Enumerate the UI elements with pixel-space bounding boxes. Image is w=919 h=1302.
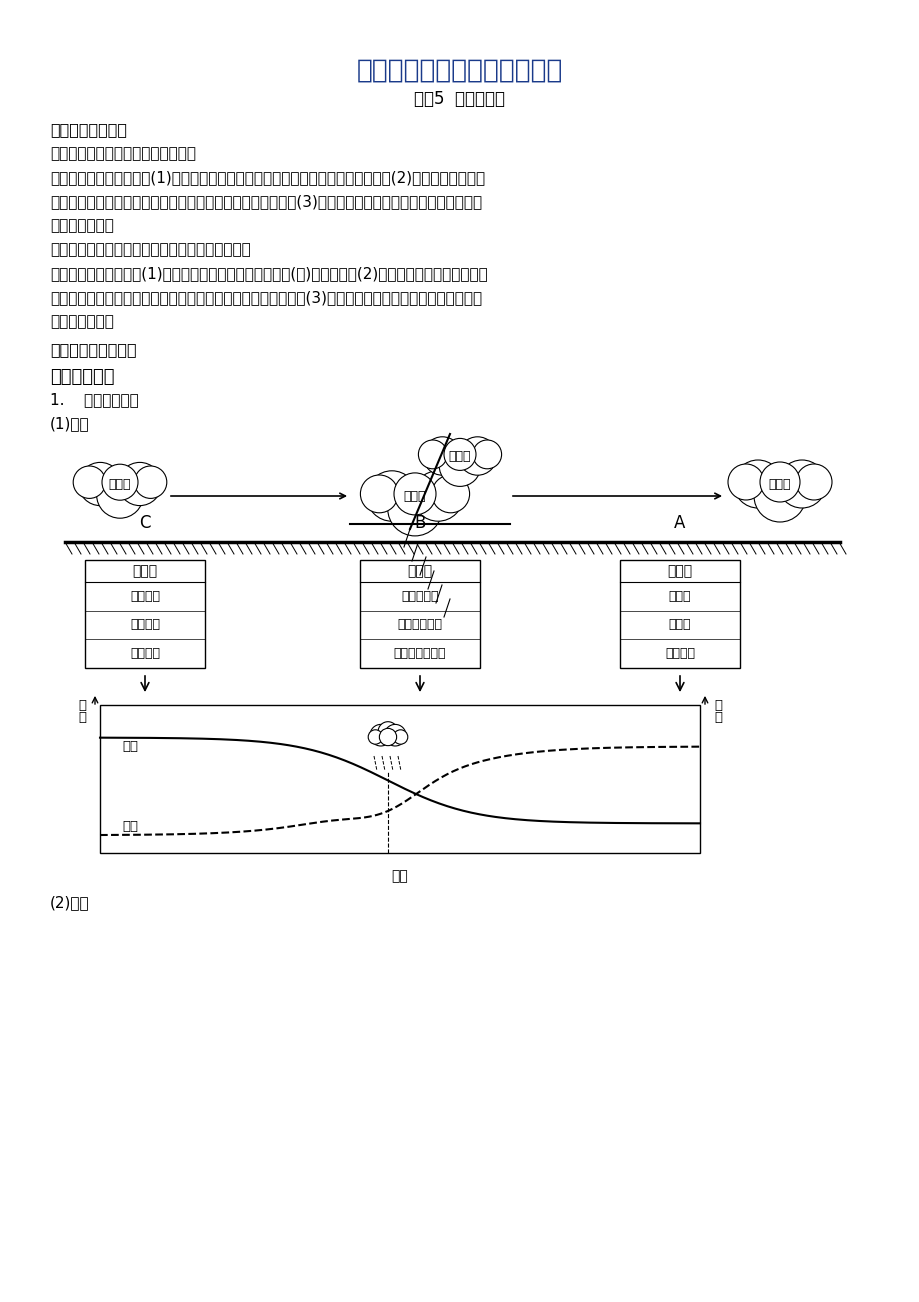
Circle shape bbox=[78, 462, 121, 505]
Text: 在复习过程中应注意：(1)热力环流的原理及应用、等压线(面)图的判读。(2)以重点区域气候要素分布图: 在复习过程中应注意：(1)热力环流的原理及应用、等压线(面)图的判读。(2)以重… bbox=[50, 266, 487, 281]
Circle shape bbox=[102, 465, 138, 500]
Circle shape bbox=[759, 462, 800, 503]
Bar bbox=[100, 704, 699, 853]
Circle shape bbox=[378, 721, 397, 742]
Text: (1)冷锋: (1)冷锋 bbox=[50, 417, 89, 431]
Text: 从考查形式看，以选择题考查为主，综合题为辅。: 从考查形式看，以选择题考查为主，综合题为辅。 bbox=[50, 242, 251, 256]
Circle shape bbox=[368, 730, 382, 745]
Text: 专题5  天气与气候: 专题5 天气与气候 bbox=[414, 90, 505, 108]
Text: 对天气的影响。: 对天气的影响。 bbox=[50, 217, 114, 233]
Text: 气温高: 气温高 bbox=[668, 590, 690, 603]
Circle shape bbox=[777, 460, 825, 508]
Circle shape bbox=[74, 466, 106, 499]
Text: 【高考考纲解读】: 【高考考纲解读】 bbox=[50, 122, 127, 137]
Bar bbox=[619, 560, 739, 668]
Circle shape bbox=[367, 471, 416, 521]
Text: 水的特征与成因，世界主要气候类型分布、成因及特点分析。(3)锋面、气旋、反气旋等天气系统的特点及: 水的特征与成因，世界主要气候类型分布、成因及特点分析。(3)锋面、气旋、反气旋等… bbox=[50, 194, 482, 210]
Circle shape bbox=[472, 440, 501, 469]
Text: 暖气团: 暖气团 bbox=[448, 449, 471, 462]
Text: 暖气团: 暖气团 bbox=[768, 478, 790, 491]
Circle shape bbox=[795, 464, 831, 500]
Circle shape bbox=[360, 475, 398, 513]
Text: 雨区：锋后为主: 雨区：锋后为主 bbox=[393, 647, 446, 660]
Text: 刮风、降温等: 刮风、降温等 bbox=[397, 618, 442, 631]
Text: 特点及其影响。: 特点及其影响。 bbox=[50, 314, 114, 329]
Circle shape bbox=[727, 464, 763, 500]
Text: 气压低: 气压低 bbox=[668, 618, 690, 631]
Text: 气压: 气压 bbox=[122, 740, 138, 753]
Text: 过境后: 过境后 bbox=[132, 564, 157, 578]
Text: 阴天、下雨: 阴天、下雨 bbox=[401, 590, 438, 603]
Text: 天气转晴: 天气转晴 bbox=[130, 647, 160, 660]
Text: 冷气团: 冷气团 bbox=[403, 490, 425, 503]
Text: 从考查内容看，主要有：(1)大气受热过程、热力环流原理及应用、等压线的判读。(2)典型地区气温、降: 从考查内容看，主要有：(1)大气受热过程、热力环流原理及应用、等压线的判读。(2… bbox=[50, 171, 484, 185]
Circle shape bbox=[393, 473, 436, 514]
Text: A: A bbox=[674, 514, 685, 533]
Circle shape bbox=[438, 445, 481, 487]
Text: 1.    锋面系统图解: 1. 锋面系统图解 bbox=[50, 392, 139, 408]
Circle shape bbox=[431, 475, 469, 513]
Circle shape bbox=[369, 724, 391, 746]
Circle shape bbox=[118, 462, 161, 505]
Text: 本专题是高考命题的核心内容之一。: 本专题是高考命题的核心内容之一。 bbox=[50, 146, 196, 161]
Text: 过境前: 过境前 bbox=[666, 564, 692, 578]
Circle shape bbox=[387, 482, 442, 536]
Circle shape bbox=[384, 724, 405, 746]
Text: 气温降低: 气温降低 bbox=[130, 590, 160, 603]
Text: C: C bbox=[139, 514, 151, 533]
Text: 天气晴朗: 天气晴朗 bbox=[664, 647, 694, 660]
Circle shape bbox=[96, 471, 143, 518]
Circle shape bbox=[418, 440, 447, 469]
Text: 一、天气系统: 一、天气系统 bbox=[50, 368, 114, 385]
Text: (2)暖锋: (2)暖锋 bbox=[50, 894, 89, 910]
Text: 时间: 时间 bbox=[391, 868, 408, 883]
Bar bbox=[359, 560, 480, 668]
Bar bbox=[85, 560, 205, 668]
Text: 气压升高: 气压升高 bbox=[130, 618, 160, 631]
Text: B: B bbox=[414, 514, 425, 533]
Text: 气
温: 气 温 bbox=[713, 699, 721, 724]
Text: 冷气团: 冷气团 bbox=[108, 478, 131, 491]
Circle shape bbox=[134, 466, 166, 499]
Text: 为背景，分析气压带、风带对气候的影响，气候的特点及成因。(3)以天气系统图为载体，考查天气系统的: 为背景，分析气压带、风带对气候的影响，气候的特点及成因。(3)以天气系统图为载体… bbox=[50, 290, 482, 305]
Text: 气
压: 气 压 bbox=[78, 699, 85, 724]
Text: 过境时: 过境时 bbox=[407, 564, 432, 578]
Text: 【重点、难点剖析】: 【重点、难点剖析】 bbox=[50, 342, 137, 357]
Circle shape bbox=[423, 436, 461, 475]
Circle shape bbox=[754, 470, 805, 522]
Text: 精品地理学习资料【精修版】: 精品地理学习资料【精修版】 bbox=[357, 59, 562, 85]
Circle shape bbox=[379, 728, 396, 746]
Circle shape bbox=[393, 730, 407, 745]
Text: 气温: 气温 bbox=[122, 820, 138, 833]
Circle shape bbox=[458, 436, 496, 475]
Circle shape bbox=[413, 471, 463, 521]
Circle shape bbox=[733, 460, 781, 508]
Circle shape bbox=[444, 439, 475, 470]
